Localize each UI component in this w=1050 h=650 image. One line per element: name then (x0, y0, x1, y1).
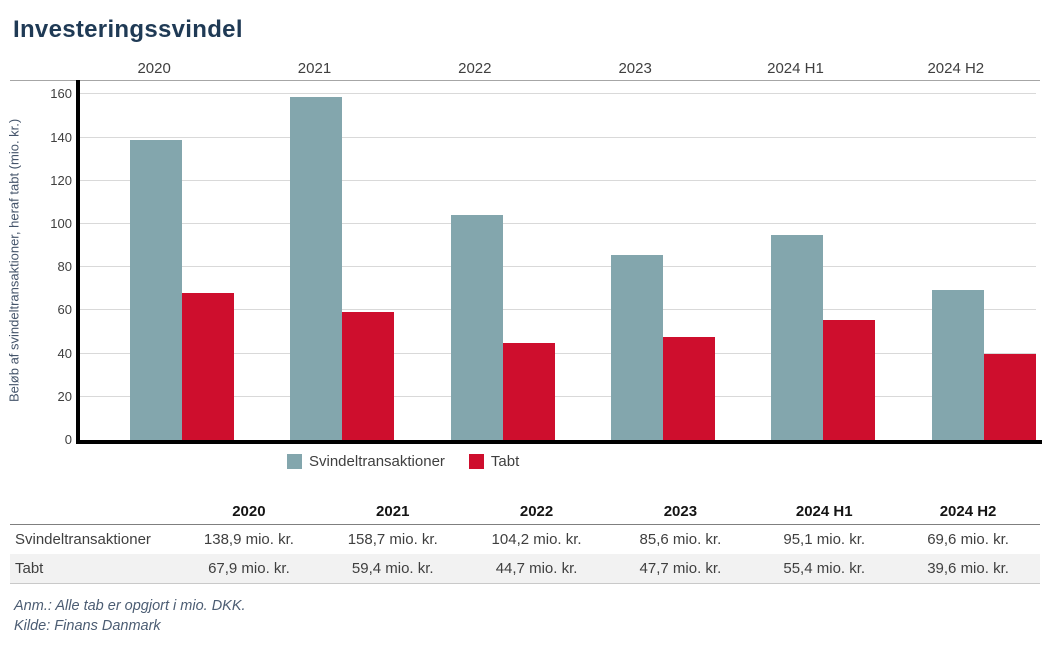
y-tick-label: 80 (57, 259, 72, 275)
y-axis-label: Beløb af svindeltransaktioner, heraf tab… (6, 118, 22, 402)
table-value-cell: 59,4 mio. kr. (351, 560, 434, 577)
page-title: Investeringssvindel (13, 16, 243, 43)
bar-tabt-2021 (342, 311, 395, 440)
y-tick-label: 160 (50, 86, 72, 102)
category-axis-rule (10, 80, 1040, 81)
bar-tabt-2024-h1 (823, 320, 876, 440)
category-label: 2024 H1 (767, 60, 824, 77)
legend-swatch-icon (468, 454, 484, 469)
table-value-cell: 85,6 mio. kr. (639, 531, 722, 548)
bar-tabt-2024-h2 (983, 354, 1036, 440)
category-label: 2024 H2 (927, 60, 985, 77)
table-value-cell: 55,4 mio. kr. (783, 560, 866, 577)
table-row-tabt: Tabt 67,9 mio. kr. 59,4 mio. kr. 44,7 mio. … (10, 554, 1040, 584)
table-value-cell: 67,9 mio. kr. (208, 560, 290, 577)
gridline (80, 179, 1036, 181)
y-tick-label: 60 (57, 302, 72, 318)
table-row-label: Tabt (15, 560, 44, 577)
gridline (80, 93, 1036, 95)
chart-legend: Svindeltransaktioner Tabt (287, 453, 519, 470)
table-header-year: 2024 H1 (795, 503, 853, 520)
gridline (80, 266, 1036, 268)
bar-svindeltransaktioner-2021 (290, 97, 343, 440)
legend-label: Svindeltransaktioner (309, 453, 445, 470)
table-value-cell: 69,6 mio. kr. (927, 531, 1009, 548)
bar-chart-plot-area (76, 80, 1042, 444)
footnote-remark: Anm.: Alle tab er opgjort i mio. DKK. (14, 598, 246, 614)
category-label: 2020 (137, 60, 171, 77)
y-tick-label: 140 (50, 129, 72, 145)
category-label: 2021 (297, 60, 332, 77)
bar-svindeltransaktioner-2023 (611, 255, 663, 440)
gridline (80, 395, 1036, 397)
footnotes: Anm.: Alle tab er opgjort i mio. DKK. Ki… (14, 596, 246, 636)
table-value-cell: 138,9 mio. kr. (203, 531, 294, 548)
bar-tabt-2023 (663, 336, 715, 440)
category-label: 2023 (618, 60, 652, 77)
y-tick-label: 0 (64, 432, 72, 447)
bar-svindeltransaktioner-2024-h1 (771, 234, 824, 440)
data-table: 2020 2021 2022 2023 2024 H1 2024 H2 Svindeltr… (10, 499, 1040, 584)
table-value-cell: 44,7 mio. kr. (495, 560, 578, 577)
gridline (80, 309, 1036, 311)
legend-label: Tabt (490, 453, 520, 470)
table-header-row: 2020 2021 2022 2023 2024 H1 2024 H2 (10, 499, 1040, 525)
table-value-cell: 95,1 mio. kr. (783, 531, 866, 548)
legend-swatch-icon (287, 454, 302, 469)
table-value-cell: 104,2 mio. kr. (491, 531, 582, 548)
table-value-cell: 39,6 mio. kr. (927, 560, 1009, 577)
table-row-label: Svindeltransaktioner (15, 531, 151, 548)
gridline (80, 223, 1036, 224)
table-header-year: 2023 (663, 503, 698, 520)
table-value-cell: 47,7 mio. kr. (639, 560, 722, 577)
category-label: 2022 (458, 60, 492, 77)
legend-item-svindeltransaktioner: Svindeltransaktioner (287, 453, 445, 470)
bar-tabt-2020 (182, 293, 234, 440)
footnote-source: Kilde: Finans Danmark (14, 618, 161, 634)
y-tick-label: 120 (50, 172, 72, 188)
y-tick-label: 40 (57, 345, 72, 361)
table-header-year: 2022 (519, 503, 554, 520)
category-axis: 2020 2021 2022 2023 2024 H1 2024 H2 (74, 58, 1036, 80)
gridline (80, 136, 1036, 138)
table-header-year: 2021 (376, 503, 410, 520)
bar-svindeltransaktioner-2022 (450, 214, 503, 440)
y-tick-label: 20 (57, 388, 72, 404)
table-row-svindeltransaktioner: Svindeltransaktioner 138,9 mio. kr. 158,7 … (10, 525, 1040, 554)
legend-item-tabt: Tabt (468, 453, 520, 470)
bar-svindeltransaktioner-2020 (130, 139, 182, 440)
table-header-year: 2024 H2 (939, 503, 997, 520)
y-tick-label: 100 (50, 216, 72, 231)
gridline (80, 352, 1036, 354)
table-value-cell: 158,7 mio. kr. (347, 531, 438, 548)
bar-tabt-2022 (502, 343, 555, 440)
table-header-year: 2020 (232, 503, 266, 520)
bar-svindeltransaktioner-2024-h2 (931, 289, 984, 440)
